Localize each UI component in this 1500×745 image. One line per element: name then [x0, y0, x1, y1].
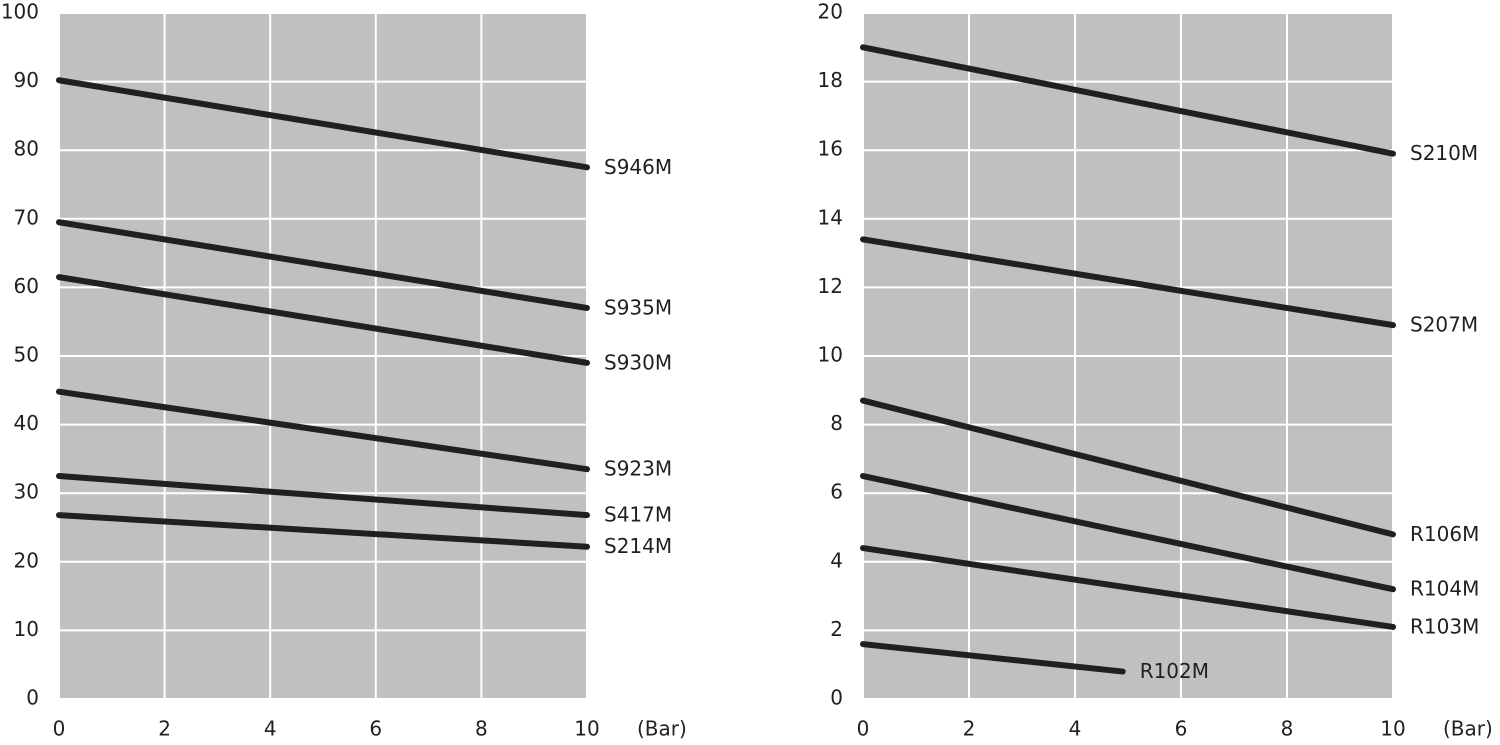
series-line [56, 77, 590, 171]
y-tick-label: 4 [830, 548, 843, 572]
y-tick-label: 80 [14, 137, 39, 161]
series-label: S207M [1410, 313, 1478, 337]
y-tick-label: 14 [818, 205, 843, 229]
series-line [860, 545, 1396, 630]
x-tick-label: 0 [857, 717, 870, 741]
series-line [860, 236, 1396, 329]
y-tick-label: 20 [14, 548, 39, 572]
series-label: S946M [604, 155, 672, 179]
series-line [860, 44, 1396, 157]
x-tick-label: 4 [1069, 717, 1082, 741]
series-label: R104M [1410, 577, 1479, 601]
x-axis-label: (Bar) [637, 717, 687, 741]
series-line [56, 388, 590, 473]
series-line [56, 473, 590, 519]
y-tick-label: 12 [818, 274, 843, 298]
x-tick-label: 8 [1281, 717, 1294, 741]
y-tick-label: 20 [818, 0, 843, 24]
x-tick-label: 8 [475, 717, 488, 741]
series-label: S210M [1410, 141, 1478, 165]
series-label: R106M [1410, 522, 1479, 546]
series-label: S417M [604, 503, 672, 527]
y-tick-label: 60 [14, 274, 39, 298]
y-tick-label: 40 [14, 411, 39, 435]
x-tick-label: 0 [53, 717, 66, 741]
y-tick-label: 2 [830, 617, 843, 641]
y-tick-label: 16 [818, 137, 843, 161]
y-tick-label: 30 [14, 480, 39, 504]
series-label: S935M [604, 295, 672, 319]
y-tick-label: 6 [830, 480, 843, 504]
series-line [860, 641, 1126, 675]
x-tick-label: 4 [264, 717, 277, 741]
series-label: R103M [1410, 614, 1479, 638]
series-line [860, 473, 1396, 593]
y-tick-label: 100 [1, 0, 39, 24]
y-tick-label: 18 [818, 68, 843, 92]
x-tick-label: 2 [963, 717, 976, 741]
x-axis-label: (Bar) [1443, 717, 1493, 741]
y-tick-label: 50 [14, 343, 39, 367]
y-tick-label: 90 [14, 68, 39, 92]
x-tick-label: 6 [1175, 717, 1188, 741]
series-line [56, 219, 590, 311]
x-tick-label: 6 [369, 717, 382, 741]
series-label: S923M [604, 457, 672, 481]
series-line [860, 397, 1396, 538]
x-tick-label: 2 [158, 717, 171, 741]
y-tick-label: 70 [14, 205, 39, 229]
y-tick-label: 0 [830, 686, 843, 710]
series-line [56, 274, 590, 366]
x-tick-label: 10 [1380, 717, 1405, 741]
y-tick-label: 10 [14, 617, 39, 641]
y-tick-label: 10 [818, 343, 843, 367]
series-line [56, 512, 590, 550]
series-label: S930M [604, 350, 672, 374]
series-label: R102M [1140, 659, 1209, 683]
y-tick-label: 0 [26, 686, 39, 710]
x-tick-label: 10 [574, 717, 599, 741]
series-label: S214M [604, 534, 672, 558]
y-tick-label: 8 [830, 411, 843, 435]
